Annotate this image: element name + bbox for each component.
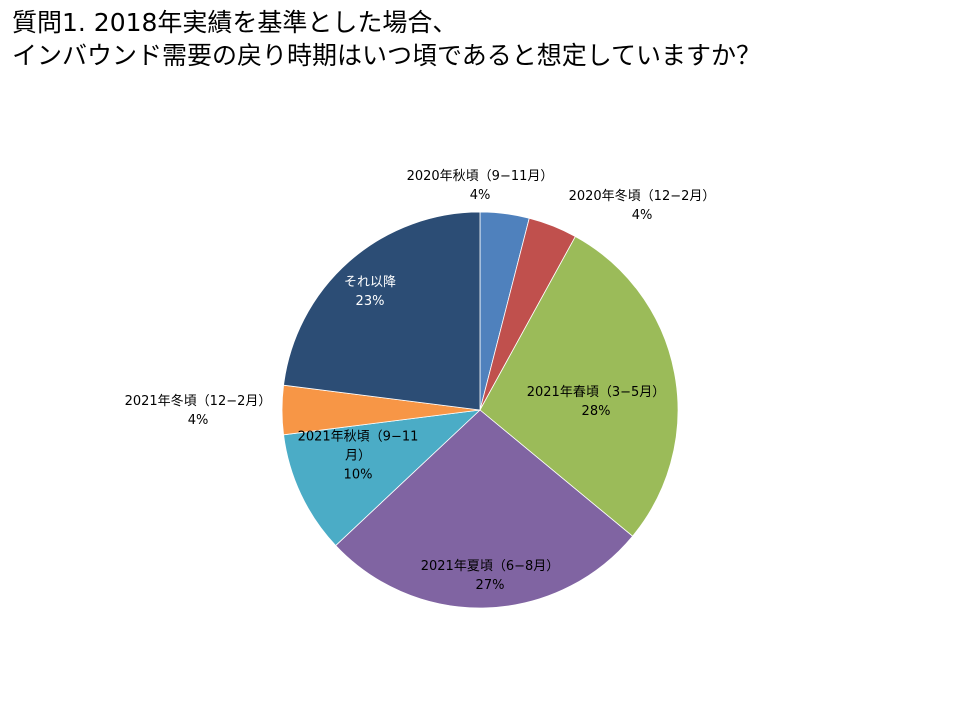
slice-category-label: それ以降 xyxy=(344,275,396,290)
pie-slices xyxy=(281,211,679,609)
pie-slice-4 xyxy=(335,409,634,609)
chart-title: 質問1. 2018年実績を基準とした場合、 インバウンド需要の戻り時期はいつ頃で… xyxy=(12,6,952,72)
title-line-1: 質問1. 2018年実績を基準とした場合、 xyxy=(12,8,458,37)
slice-category-label: 2020年冬頃（12−2月） xyxy=(569,188,716,204)
slice-label-group-7: それ以降 23% xyxy=(344,275,396,309)
pie-labels: 2020年秋頃（9−11月） 4% 2020年冬頃（12−2月） 4% 2021年春頃（… xyxy=(125,169,716,593)
slice-category-label: 2021年夏頃（6−8月） xyxy=(421,559,560,574)
slice-value-label: 4% xyxy=(188,413,209,428)
slice-value-label: 4% xyxy=(632,208,653,223)
slice-value-label: 10% xyxy=(344,468,373,483)
pie-slice-3 xyxy=(479,235,679,537)
slice-label-group-6: 2021年冬頃（12−2月） 4% xyxy=(125,393,272,428)
slice-category-label: 月） xyxy=(345,449,371,464)
slice-category-label: 2020年秋頃（9−11月） xyxy=(407,169,554,184)
pie-slice-5 xyxy=(283,409,482,547)
slice-label-group-4: 2021年夏頃（6−8月） 27% xyxy=(421,559,560,593)
title-line-2: インバウンド需要の戻り時期はいつ頃であると想定していますか？ xyxy=(12,41,762,70)
slice-label-group-1: 2020年秋頃（9−11月） 4% xyxy=(407,169,554,203)
slice-label-group-3: 2021年春頃（3−5月） 28% xyxy=(527,385,666,419)
slice-category-label: 2021年冬頃（12−2月） xyxy=(125,393,272,409)
slice-value-label: 4% xyxy=(470,188,491,203)
slice-value-label: 23% xyxy=(356,294,385,309)
pie-slice-7 xyxy=(283,211,481,411)
slice-label-group-2: 2020年冬頃（12−2月） 4% xyxy=(569,188,716,223)
slice-label-group-5: 2021年秋頃（9−11 月） 10% xyxy=(298,430,419,483)
slice-value-label: 27% xyxy=(476,578,505,593)
slice-category-label: 2021年春頃（3−5月） xyxy=(527,385,666,400)
slice-category-label: 2021年秋頃（9−11 xyxy=(298,430,419,445)
slice-value-label: 28% xyxy=(582,404,611,419)
